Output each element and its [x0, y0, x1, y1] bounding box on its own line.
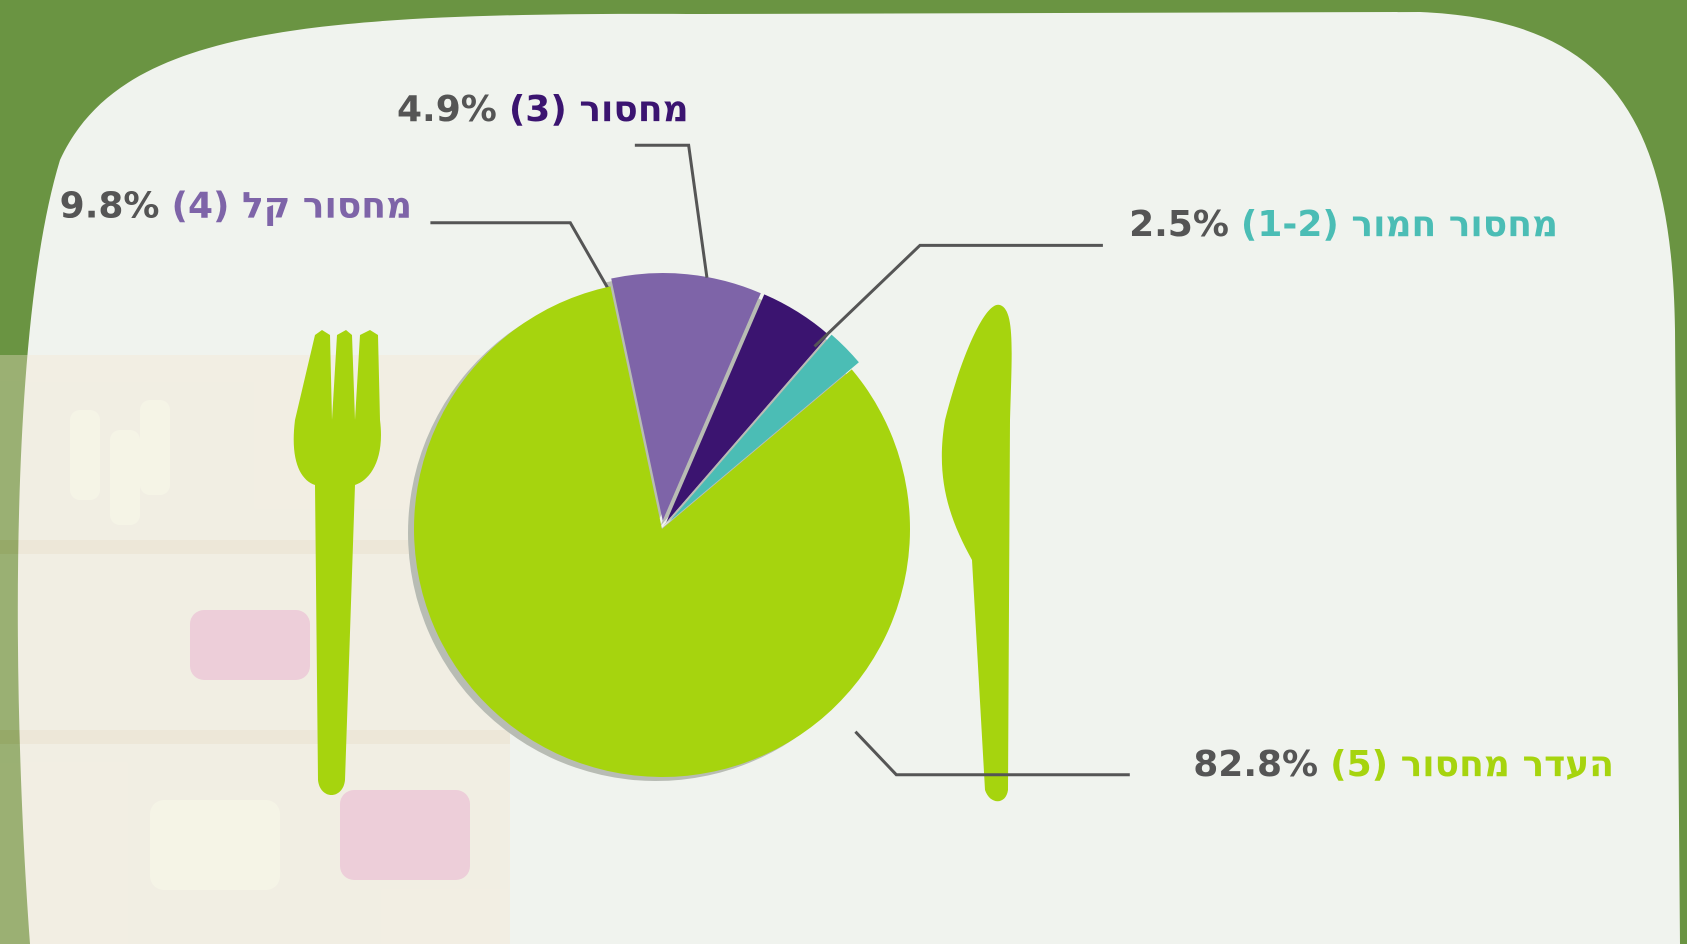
- slice-label: מחסור קל (4): [171, 186, 412, 227]
- slice-label: העדר מחסור (5): [1330, 744, 1614, 785]
- slice-value-label: 82.8%: [1193, 744, 1318, 785]
- slice-label: מחסור (3): [509, 89, 689, 130]
- page: מחסור קל (4) 9.8% מחסור (3) 4.9% מחסור חמור …: [0, 0, 1687, 944]
- slice-value-label: 2.5%: [1129, 204, 1229, 245]
- slice-label: מחסור חמור (1-2): [1241, 204, 1558, 245]
- chart: מחסור קל (4) 9.8% מחסור (3) 4.9% מחסור חמור …: [0, 0, 1687, 944]
- slice-value-label: 4.9%: [397, 89, 497, 130]
- slice-value-label: 9.8%: [60, 186, 160, 227]
